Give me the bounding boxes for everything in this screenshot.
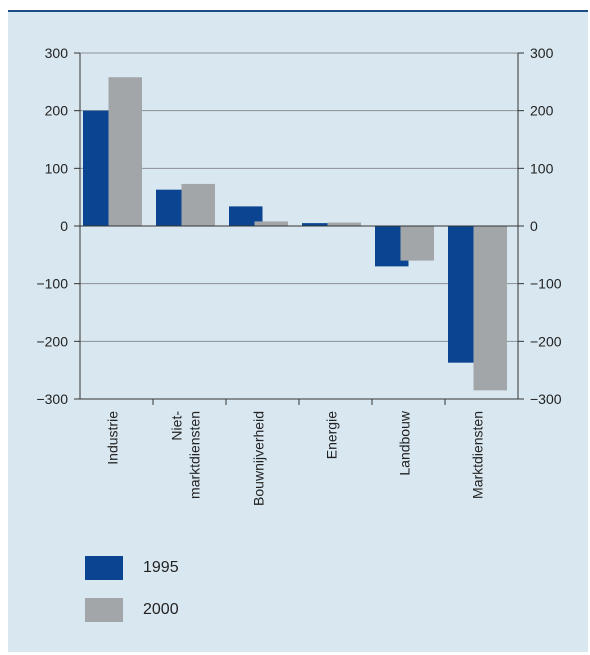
y-tick-label-right: −100 bbox=[530, 276, 562, 292]
bar-2000-Landbouw bbox=[400, 226, 434, 261]
bar-2000-Energie bbox=[327, 222, 361, 226]
y-tick-label-right: 100 bbox=[530, 160, 554, 176]
legend-swatch-1995 bbox=[85, 556, 123, 580]
legend-label-2000: 2000 bbox=[143, 601, 179, 618]
y-tick-label-right: −300 bbox=[530, 391, 562, 407]
category-label-Landbouw: Landbouw bbox=[397, 410, 413, 476]
y-tick-label-right: 300 bbox=[530, 45, 554, 61]
y-tick-label-left: 200 bbox=[45, 103, 69, 119]
y-tick-label-right: 200 bbox=[530, 103, 554, 119]
category-label-Niet-marktdiensten: Niet-marktdiensten bbox=[169, 411, 203, 499]
y-tick-label-right: 0 bbox=[530, 218, 538, 234]
y-tick-label-right: −200 bbox=[530, 333, 562, 349]
category-label-Bouwnijverheid: Bouwnijverheid bbox=[251, 411, 267, 506]
category-label-Energie: Energie bbox=[324, 411, 340, 459]
y-tick-label-left: 100 bbox=[45, 160, 69, 176]
bar-2000-Marktdiensten bbox=[473, 226, 507, 391]
legend-label-1995: 1995 bbox=[143, 559, 179, 576]
bar-2000-Niet-marktdiensten bbox=[181, 183, 215, 226]
y-tick-label-left: 300 bbox=[45, 45, 69, 61]
legend-item-2000: 2000 bbox=[85, 598, 179, 622]
y-tick-label-left: −100 bbox=[36, 276, 68, 292]
legend-item-1995: 1995 bbox=[85, 556, 179, 580]
category-label-Marktdiensten: Marktdiensten bbox=[470, 411, 486, 499]
bar-2000-Industrie bbox=[108, 77, 142, 226]
y-tick-label-left: −200 bbox=[36, 333, 68, 349]
bar-1995-Energie bbox=[302, 223, 336, 226]
y-tick-label-left: −300 bbox=[36, 391, 68, 407]
category-label-Industrie: Industrie bbox=[105, 411, 121, 465]
bar-2000-Bouwnijverheid bbox=[254, 221, 288, 226]
bar-1995-Bouwnijverheid bbox=[229, 206, 263, 226]
y-tick-label-left: 0 bbox=[60, 218, 68, 234]
legend-swatch-2000 bbox=[85, 598, 123, 622]
